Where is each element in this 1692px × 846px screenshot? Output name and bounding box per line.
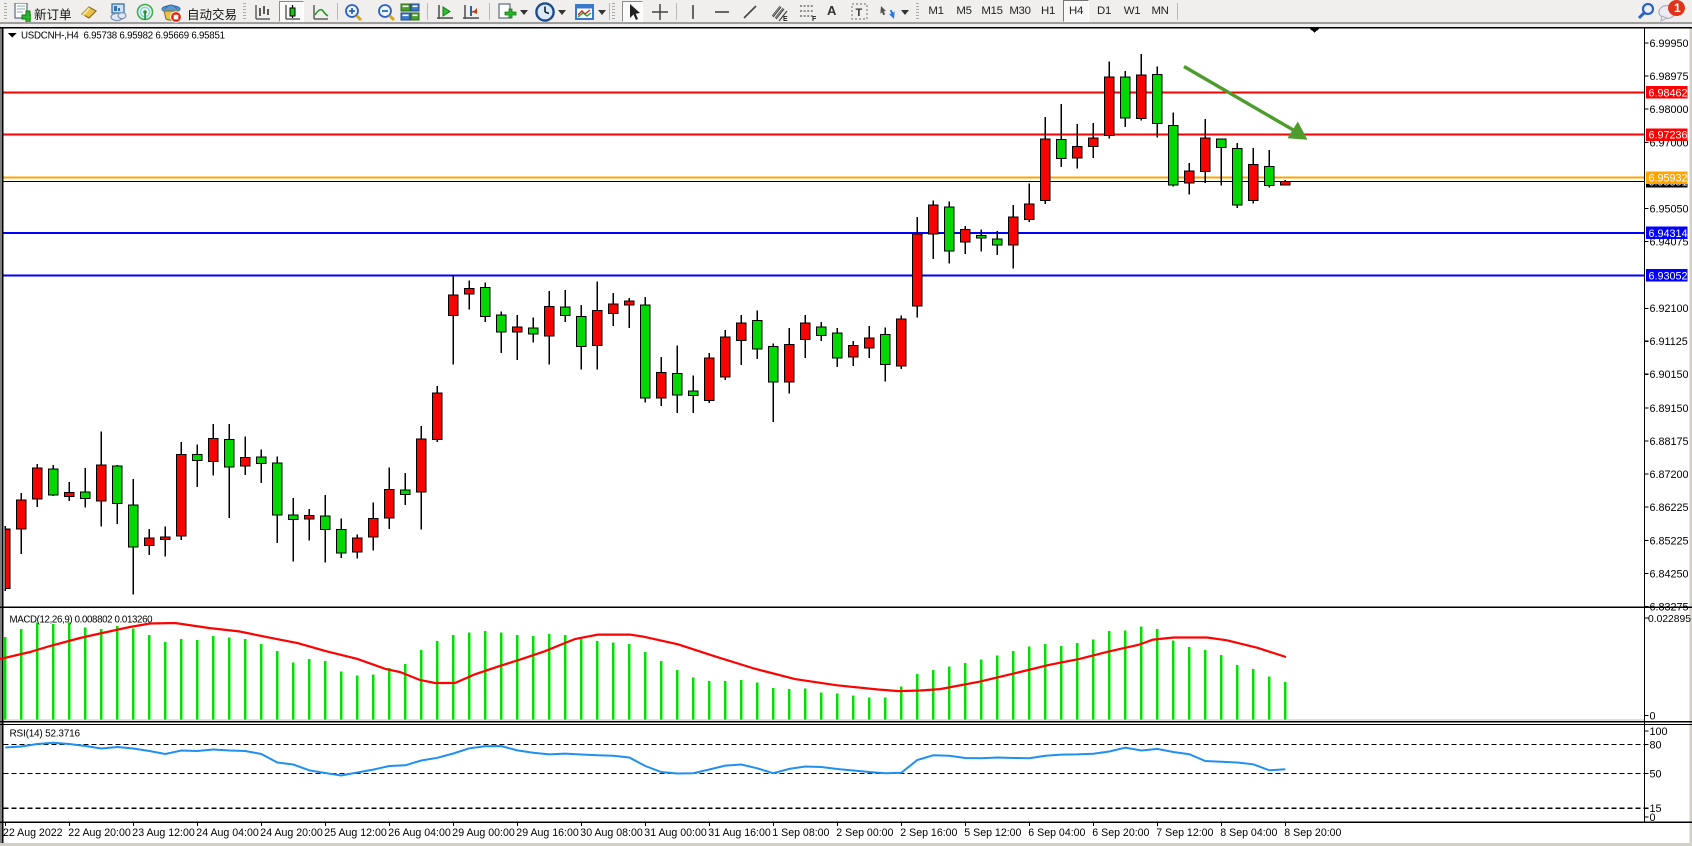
- svg-text:29 Aug 00:00: 29 Aug 00:00: [452, 827, 515, 839]
- svg-text:26 Aug 04:00: 26 Aug 04:00: [388, 827, 451, 839]
- svg-text:25 Aug 12:00: 25 Aug 12:00: [324, 827, 387, 839]
- svg-text:6.98975: 6.98975: [1650, 71, 1689, 83]
- svg-text:6.97236: 6.97236: [1649, 130, 1688, 142]
- svg-text:6.87200: 6.87200: [1650, 469, 1689, 481]
- svg-text:6 Sep 04:00: 6 Sep 04:00: [1028, 827, 1085, 839]
- svg-text:6.89150: 6.89150: [1650, 403, 1689, 415]
- svg-text:22 Aug 2022: 22 Aug 2022: [3, 827, 63, 839]
- svg-text:6.93052: 6.93052: [1649, 270, 1688, 282]
- svg-text:6.94314: 6.94314: [1649, 228, 1688, 240]
- svg-text:6.91125: 6.91125: [1650, 336, 1688, 348]
- svg-text:6.99950: 6.99950: [1650, 38, 1689, 50]
- svg-text:1 Sep 08:00: 1 Sep 08:00: [772, 827, 829, 839]
- svg-text:USDCNH-,H4 6.95738 6.95982 6.: USDCNH-,H4 6.95738 6.95982 6.95669 6.958…: [21, 31, 225, 42]
- svg-text:E: E: [783, 16, 788, 22]
- svg-text:50: 50: [1650, 768, 1662, 780]
- svg-text:6.88175: 6.88175: [1650, 436, 1689, 448]
- svg-text:8 Sep 04:00: 8 Sep 04:00: [1220, 827, 1277, 839]
- svg-text:31 Aug 16:00: 31 Aug 16:00: [708, 827, 771, 839]
- svg-text:8 Sep 20:00: 8 Sep 20:00: [1284, 827, 1341, 839]
- svg-text:MACD(12,26,9) 0.008802 0.01326: MACD(12,26,9) 0.008802 0.013260: [10, 615, 154, 626]
- svg-text:30 Aug 08:00: 30 Aug 08:00: [580, 827, 643, 839]
- svg-text:0: 0: [1650, 711, 1656, 723]
- svg-text:80: 80: [1650, 740, 1662, 752]
- svg-text:24 Aug 20:00: 24 Aug 20:00: [260, 827, 323, 839]
- svg-text:RSI(14) 52.3716: RSI(14) 52.3716: [10, 728, 81, 739]
- svg-text:31 Aug 00:00: 31 Aug 00:00: [644, 827, 707, 839]
- svg-text:29 Aug 16:00: 29 Aug 16:00: [516, 827, 579, 839]
- svg-text:T: T: [856, 7, 863, 19]
- svg-text:6.86225: 6.86225: [1650, 502, 1689, 514]
- svg-text:0: 0: [1650, 812, 1656, 824]
- svg-text:6 Sep 20:00: 6 Sep 20:00: [1092, 827, 1149, 839]
- svg-text:7 Sep 12:00: 7 Sep 12:00: [1156, 827, 1213, 839]
- svg-text:0.022895: 0.022895: [1648, 614, 1691, 625]
- svg-text:6.92100: 6.92100: [1650, 303, 1689, 315]
- svg-text:6.94075: 6.94075: [1650, 236, 1689, 248]
- svg-text:F: F: [812, 16, 817, 22]
- svg-text:24 Aug 04:00: 24 Aug 04:00: [196, 827, 259, 839]
- svg-text:2 Sep 00:00: 2 Sep 00:00: [836, 827, 893, 839]
- svg-text:6.90150: 6.90150: [1650, 369, 1689, 381]
- svg-text:6.95050: 6.95050: [1650, 203, 1689, 215]
- svg-text:6.95932: 6.95932: [1649, 173, 1688, 185]
- svg-text:2 Sep 16:00: 2 Sep 16:00: [900, 827, 957, 839]
- svg-text:100: 100: [1650, 726, 1668, 738]
- svg-text:22 Aug 20:00: 22 Aug 20:00: [68, 827, 131, 839]
- svg-text:15: 15: [1650, 803, 1662, 815]
- svg-text:6.83275: 6.83275: [1650, 601, 1689, 613]
- svg-text:5 Sep 12:00: 5 Sep 12:00: [964, 827, 1021, 839]
- svg-text:6.85225: 6.85225: [1650, 535, 1689, 547]
- svg-text:6.98462: 6.98462: [1649, 87, 1688, 99]
- svg-text:23 Aug 12:00: 23 Aug 12:00: [132, 827, 195, 839]
- svg-text:6.98000: 6.98000: [1650, 104, 1689, 116]
- svg-text:6.84250: 6.84250: [1650, 568, 1689, 580]
